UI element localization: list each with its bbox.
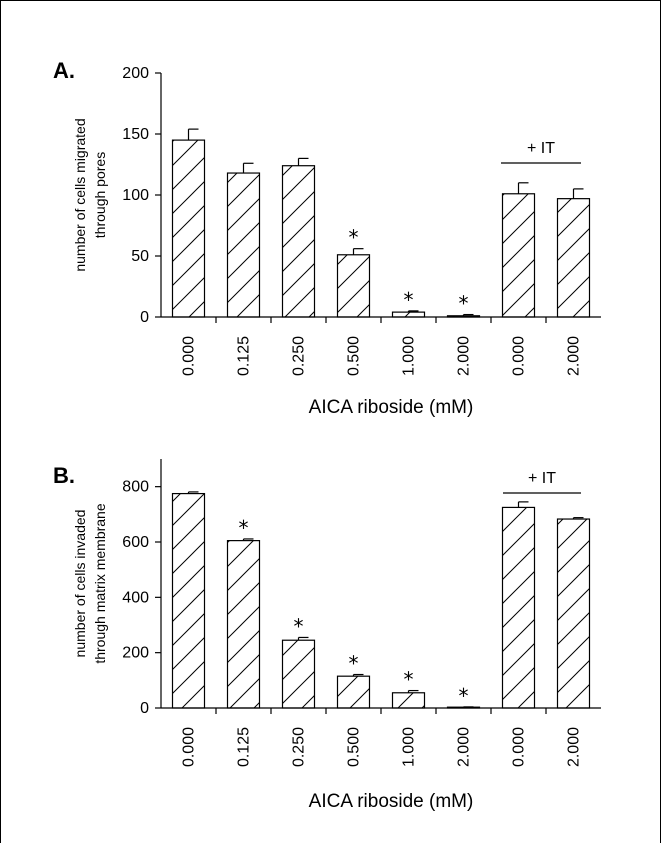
panel-a-bar [226,172,261,318]
panel-b-bar [226,540,261,709]
panel-a-significance-star: * [349,226,359,250]
panel-b-group-label: + IT [528,470,556,487]
panel-a-bar [281,165,316,318]
panel-a-bar [446,315,481,318]
panel-a-xtick-label: 0.125 [236,336,253,376]
panel-b-xtick-label: 0.000 [181,727,198,767]
panel-b-ytick-label: 200 [122,645,149,662]
panel-b-ytick-label: 0 [140,700,149,717]
panel-b-ylabel-line: number of cells invaded [72,510,88,658]
panel-a-xtick-label: 1.000 [401,336,418,376]
panel-a-ytick-label: 150 [122,126,149,143]
panel-a-ytick-label: 100 [122,187,149,204]
panel-a-bar [336,254,371,318]
panel-a-xtick-label: 0.500 [346,336,363,376]
panel-b-xtick-label: 2.000 [566,727,583,767]
panel-b-bar [281,639,316,709]
panel-b-ytick-label: 800 [122,479,149,496]
panel-a-group-label: + IT [527,140,555,157]
panel-b-ylabel-line: through matrix membrane [92,503,108,664]
panel-a-xlabel: AICA riboside (mM) [309,397,474,418]
panel-b-significance-star: * [459,684,469,708]
panel-a-bar [171,139,206,318]
panel-a-ylabel-line: number of cells migrated [72,118,88,271]
panel-b-bar [171,492,206,709]
panel-b-label: B. [53,463,75,488]
panel-b-significance-star: * [239,516,249,540]
panel-a-xtick-label: 0.000 [181,336,198,376]
panel-a-xtick-label: 0.000 [511,336,528,376]
panel-b-xtick-label: 1.000 [401,727,418,767]
panel-a-significance-star: * [404,288,414,312]
panel-b-ytick-label: 400 [122,589,149,606]
panel-a-ytick-label: 0 [140,309,149,326]
panel-a-ytick-label: 200 [122,65,149,82]
panel-a-label: A. [53,58,75,83]
panel-b-bar [336,675,371,709]
panel-b-xtick-label: 2.000 [456,727,473,767]
panel-b-xtick-label: 0.500 [346,727,363,767]
panel-a-xtick-label: 2.000 [566,336,583,376]
panel-b-bar [556,518,591,709]
panel-a-bar [391,311,426,318]
panel-b-significance-star: * [294,614,304,638]
panel-b-significance-star: * [404,668,414,692]
panel-a-bar [556,198,591,318]
panel-b-ytick-label: 600 [122,534,149,551]
panel-a-xtick-label: 0.250 [291,336,308,376]
panel-a-significance-star: * [459,292,469,316]
panel-a-ylabel-line: through pores [92,152,108,238]
panel-a-ytick-label: 50 [131,248,149,265]
panel-a-bar [501,193,536,318]
panel-b-significance-star: * [349,652,359,676]
panel-b-xtick-label: 0.125 [236,727,253,767]
panel-b-bar [501,506,536,709]
panel-b-bar [391,692,426,709]
panel-b-xtick-label: 0.000 [511,727,528,767]
panel-b-xlabel: AICA riboside (mM) [309,791,474,812]
panel-b-xtick-label: 0.250 [291,727,308,767]
panel-a-xtick-label: 2.000 [456,336,473,376]
